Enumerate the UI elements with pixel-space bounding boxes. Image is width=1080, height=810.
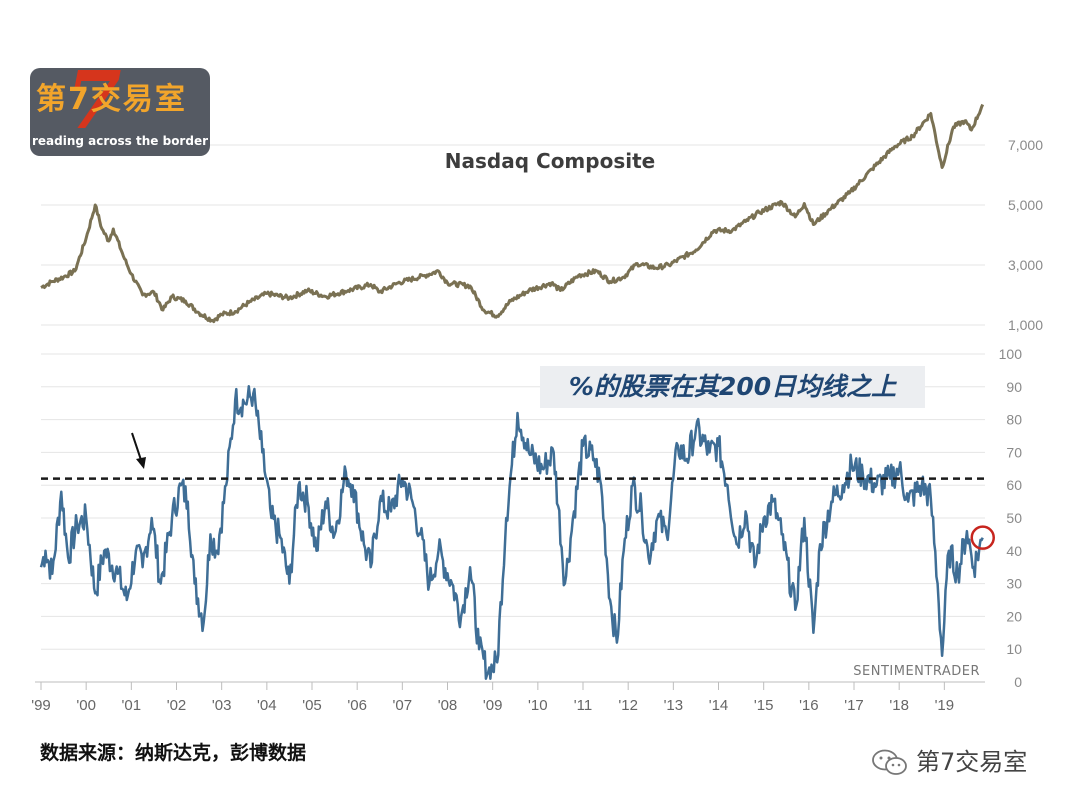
logo-subtitle: reading across the border xyxy=(32,134,208,148)
breadth-y-tick: 40 xyxy=(1006,543,1022,559)
x-tick-label: '08 xyxy=(438,697,458,714)
x-tick-label: '00 xyxy=(76,697,96,714)
breadth-y-tick: 10 xyxy=(1006,641,1022,657)
x-tick-label: '09 xyxy=(483,697,503,714)
logo-title: 第7交易室 xyxy=(36,82,187,117)
x-tick-label: '03 xyxy=(212,697,232,714)
nasdaq-y-tick: 1,000 xyxy=(1008,317,1043,333)
x-tick-label: '14 xyxy=(709,697,729,714)
logo-seven: 7 xyxy=(66,68,122,147)
x-tick-label: '07 xyxy=(393,697,413,714)
breadth-y-tick: 20 xyxy=(1006,608,1022,624)
sentimentrader-watermark: SENTIMENTRADER xyxy=(853,664,980,679)
x-tick-label: '02 xyxy=(167,697,187,714)
x-tick-label: '01 xyxy=(122,697,142,714)
breadth-y-axis: 0 10 20 30 40 50 60 70 80 90 100 xyxy=(999,346,1023,690)
breadth-y-tick: 0 xyxy=(1014,674,1022,690)
current-value-circle xyxy=(970,525,995,550)
x-tick-label: '17 xyxy=(844,697,864,714)
breadth-y-tick: 30 xyxy=(1006,576,1022,592)
nasdaq-y-tick: 5,000 xyxy=(1008,197,1043,213)
source-note: 数据来源：纳斯达克，彭博数据 xyxy=(40,742,307,764)
x-tick-label: '18 xyxy=(889,697,909,714)
x-tick-label: '04 xyxy=(257,697,277,714)
arrow-annotation xyxy=(131,432,146,469)
nasdaq-chart-title: Nasdaq Composite xyxy=(445,149,655,173)
x-tick-label: '10 xyxy=(528,697,548,714)
breadth-y-tick: 100 xyxy=(999,346,1023,362)
x-tick-label: '05 xyxy=(302,697,322,714)
breadth-y-tick: 70 xyxy=(1006,444,1022,460)
nasdaq-series-line xyxy=(40,103,985,324)
breadth-y-tick: 90 xyxy=(1006,379,1022,395)
breadth-series-line xyxy=(39,385,984,680)
nasdaq-y-tick: 3,000 xyxy=(1008,257,1043,273)
x-tick-label: '99 xyxy=(31,697,51,714)
logo: 7 第7交易室 reading across the border xyxy=(30,68,210,156)
x-tick-label: '13 xyxy=(664,697,684,714)
x-tick-label: '11 xyxy=(574,697,592,714)
nasdaq-y-axis: 1,000 3,000 5,000 7,000 xyxy=(1008,137,1043,333)
x-tick-label: '16 xyxy=(799,697,819,714)
x-tick-label: '06 xyxy=(347,697,367,714)
breadth-y-tick: 80 xyxy=(1006,412,1022,428)
x-tick-label: '19 xyxy=(935,697,955,714)
breadth-y-tick: 50 xyxy=(1006,510,1022,526)
nasdaq-y-tick: 7,000 xyxy=(1008,137,1043,153)
breadth-chart-title: %的股票在其200日均线之上 xyxy=(540,366,925,408)
x-axis: '99 '00 '01 '02 '03 '04 '05 '06 '07 '08 '09 '10 '11 '… xyxy=(31,681,985,714)
wechat-account: 第7交易室 xyxy=(870,742,1027,778)
wechat-account-name: 第7交易室 xyxy=(916,748,1028,776)
wechat-icon xyxy=(872,749,907,775)
x-tick-label: '15 xyxy=(754,697,774,714)
x-tick-label: '12 xyxy=(618,697,638,714)
breadth-y-tick: 60 xyxy=(1006,477,1022,493)
